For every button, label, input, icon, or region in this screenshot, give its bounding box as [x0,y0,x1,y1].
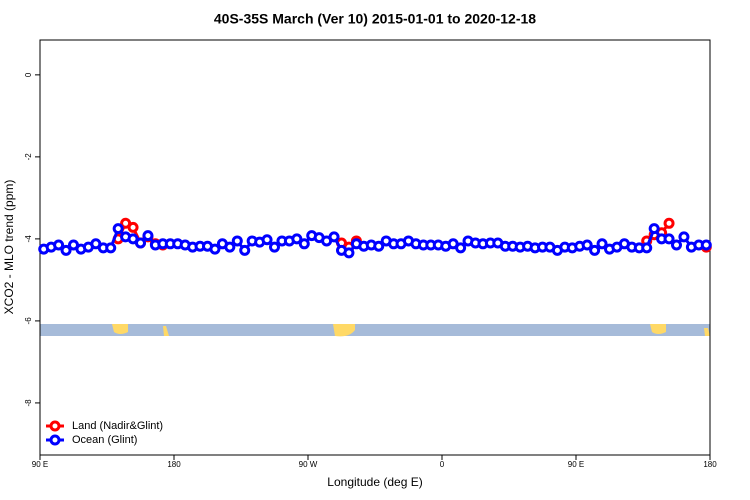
series-marker [239,244,251,256]
series-marker [53,239,65,251]
x-tick-label: 180 [703,460,717,469]
series-marker [112,223,124,235]
x-tick-label: 180 [167,460,181,469]
series-marker [269,241,280,253]
series-marker [596,238,608,250]
series-marker [231,235,243,247]
x-tick-label: 90 E [32,460,48,469]
series-marker [678,231,690,243]
series-marker [343,247,355,259]
x-axis-label: Longitude (deg E) [327,475,422,489]
legend-label: Land (Nadir&Glint) [72,420,163,432]
series-marker [328,231,340,243]
chart-title: 40S-35S March (Ver 10) 2015-01-01 to 202… [214,11,536,27]
series-marker [648,223,660,235]
series-marker [589,244,601,256]
y-tick-label: 0 [24,72,33,77]
series-marker [291,233,303,245]
land-patch [650,324,666,334]
legend-label: Ocean (Glint) [72,434,137,446]
land-strip [40,324,710,337]
y-tick-label: -6 [24,317,33,325]
land-patch [333,324,355,337]
series-marker [127,221,139,233]
x-tick-label: 90 E [568,460,584,469]
series-marker [663,217,675,229]
series-marker [700,239,712,251]
series-marker [142,230,154,242]
ocean-band [40,324,710,336]
series-marker [663,233,675,245]
series-marker [373,240,385,252]
series-marker [455,242,467,254]
y-tick-label: -8 [24,399,33,407]
legend-marker [49,434,61,446]
y-tick-label: -4 [24,235,33,243]
series-marker [60,244,72,256]
land-patch [163,326,169,336]
y-axis-label: XCO2 - MLO trend (ppm) [2,180,16,315]
x-tick-label: 90 W [299,460,318,469]
series-marker [581,239,593,251]
series-marker [135,237,146,249]
y-tick-label: -2 [24,153,33,161]
series-marker [671,239,682,251]
land-patch [704,328,710,336]
series-marker [209,243,221,255]
series-marker [641,242,653,254]
land-patch [112,324,128,334]
series-marker [261,234,273,246]
series-marker [298,238,310,250]
series-marker [105,242,117,254]
series-marker [224,241,236,253]
x-tick-label: 0 [440,460,445,469]
legend-marker [49,420,61,432]
